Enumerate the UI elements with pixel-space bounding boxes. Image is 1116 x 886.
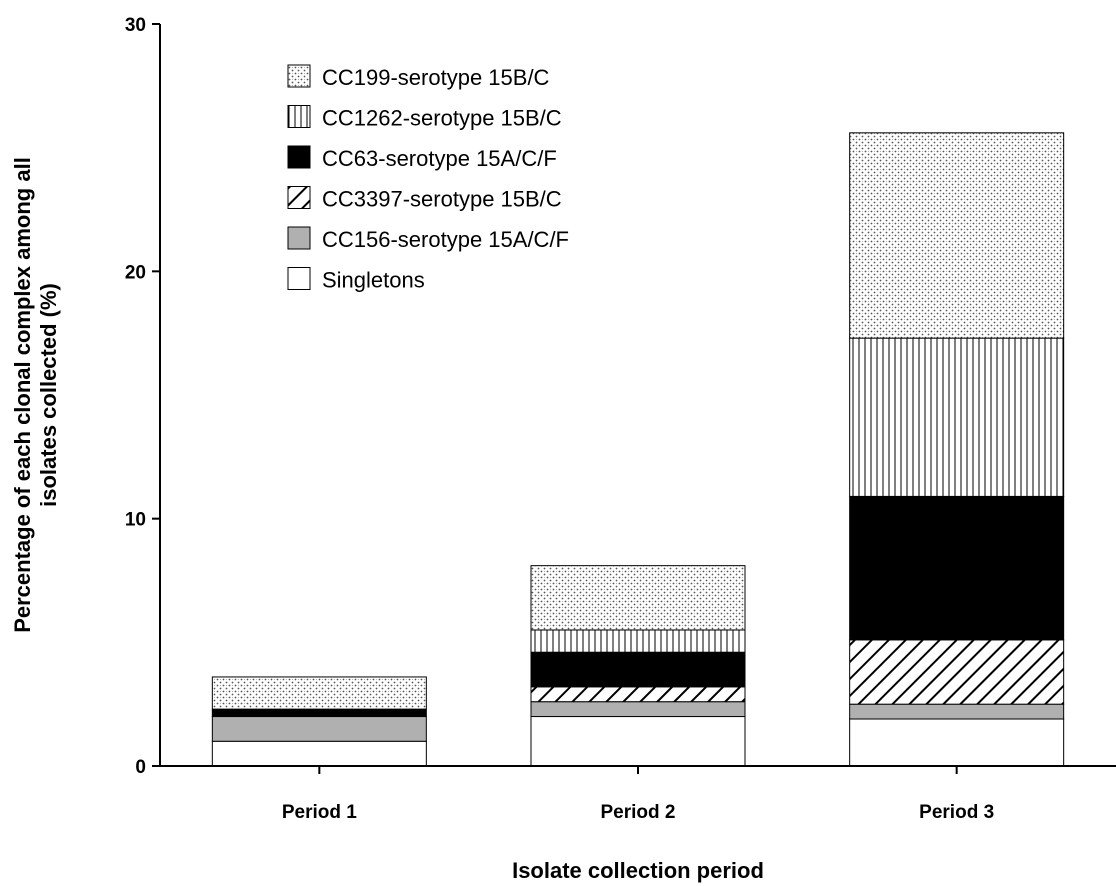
legend-label-3: CC63-serotype 15A/C/F (322, 146, 557, 171)
bar-segment-1-4 (211, 708, 427, 718)
x-tick-label-3: Period 3 (919, 802, 994, 823)
legend-swatch-2 (287, 105, 311, 128)
bar-segment-2-5 (530, 629, 746, 653)
bar-segment-3-3 (849, 639, 1065, 705)
y-tick-label-0: 0 (135, 757, 146, 778)
bars-group (211, 132, 1065, 767)
legend-label-1: CC199-serotype 15B/C (322, 65, 550, 90)
bar-segment-1-2 (211, 716, 427, 742)
x-tick-label-1: Period 1 (282, 802, 357, 823)
legend-label-5: CC156-serotype 15A/C/F (322, 227, 569, 252)
bar-segment-3-6 (849, 132, 1065, 339)
bar-segment-2-1 (530, 716, 746, 767)
legend-label-6: Singletons (322, 268, 425, 293)
y-tick-label-1: 10 (125, 510, 146, 531)
axes-group: 0 10 20 30 Period 1 Period 2 Period 3 (125, 15, 1116, 823)
y-tick-label-2: 20 (125, 262, 146, 283)
bar-segment-2-4 (530, 651, 746, 688)
bar-segment-3-5 (849, 337, 1065, 497)
bar-segment-2-3 (530, 686, 746, 703)
legend-label-2: CC1262-serotype 15B/C (322, 106, 562, 131)
y-axis-title: Percentage of each clonal complex among … (10, 157, 61, 633)
y-tick-label-3: 30 (125, 15, 146, 36)
bar-segment-1-1 (211, 740, 427, 767)
legend-swatch-1 (287, 64, 311, 88)
y-axis-title-line-2: isolates collected (%) (36, 283, 61, 507)
legend-swatch-5 (287, 226, 311, 250)
bar-segment-2-2 (530, 701, 746, 718)
legend-swatch-3 (287, 145, 311, 169)
x-axis-title: Isolate collection period (512, 858, 764, 883)
legend-label-4: CC3397-serotype 15B/C (322, 187, 562, 212)
bar-segment-2-6 (530, 565, 746, 631)
x-tick-label-2: Period 2 (601, 802, 676, 823)
bar-segment-1-6 (211, 676, 427, 710)
legend-swatch-6 (287, 267, 311, 290)
legend: CC199-serotype 15B/C CC1262-serotype 15B/… (287, 64, 569, 293)
y-axis-title-line-1: Percentage of each clonal complex among … (10, 157, 35, 633)
bar-segment-3-2 (849, 703, 1065, 720)
legend-swatch-4 (287, 186, 311, 209)
bar-segment-3-1 (849, 718, 1065, 767)
bar-segment-3-4 (849, 495, 1065, 641)
